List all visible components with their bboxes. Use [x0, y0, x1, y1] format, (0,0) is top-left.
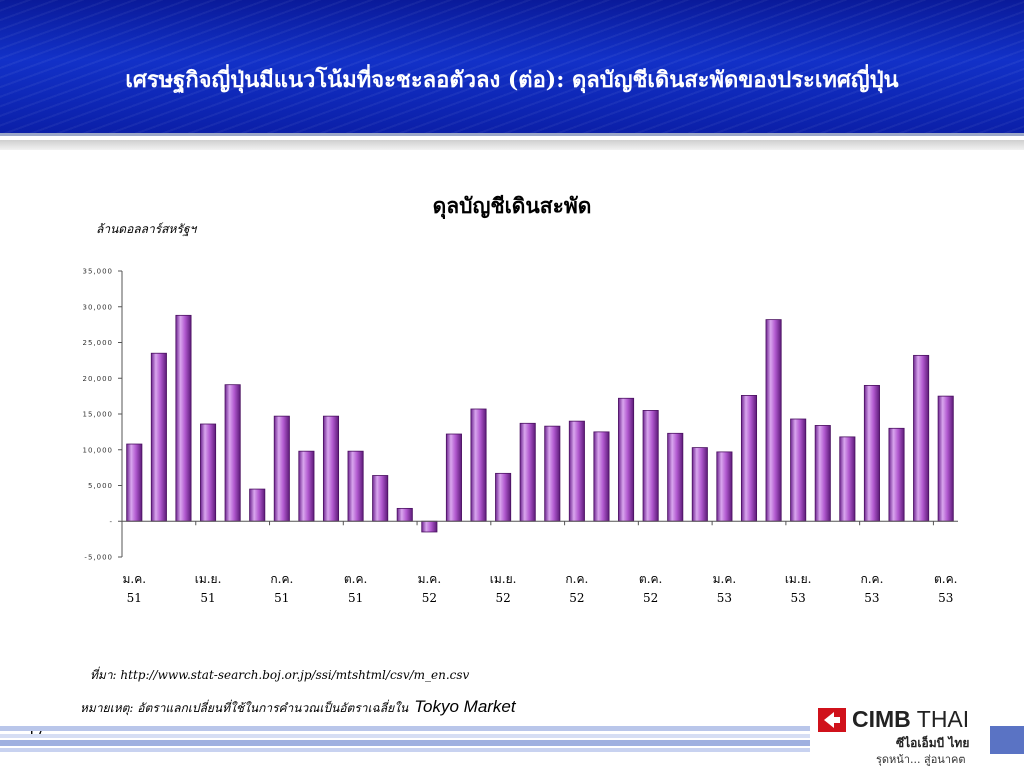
logo-brand-name: CIMB [852, 706, 911, 732]
y-tick-label: 5,000 [88, 482, 113, 490]
bar [888, 427, 905, 522]
header-shadow [0, 140, 1024, 150]
x-tick-label-month: ต.ค. [639, 572, 662, 586]
bar [470, 408, 487, 522]
bar [175, 314, 192, 522]
x-tick-label-year: 52 [495, 591, 510, 605]
chart-title: ดุลบัญชีเดินสะพัด [432, 193, 592, 218]
x-tick-label-month: เม.ย. [785, 572, 812, 586]
x-tick-label-month: ม.ค. [713, 572, 737, 586]
bar [396, 507, 413, 522]
footer-stripe-4 [0, 748, 810, 752]
bar [445, 433, 462, 522]
bar-series [126, 314, 954, 533]
slide-title: เศรษฐกิจญี่ปุ่นมีแนวโน้มที่จะชะลอตัวลง (… [125, 67, 899, 93]
footer-stripe-3 [0, 740, 810, 746]
x-tick-label-year: 52 [422, 591, 437, 605]
x-tick-label-month: ก.ค. [270, 572, 293, 586]
x-tick-label-year: 51 [127, 591, 142, 605]
x-tick-label-year: 51 [348, 591, 363, 605]
bar [937, 395, 954, 522]
footnote-text: หมายเหตุ: อัตราแลกเปลี่ยนที่ใช้ในการคำนว… [80, 701, 409, 715]
bar [618, 397, 635, 522]
x-tick-label-month: ม.ค. [123, 572, 147, 586]
bar [839, 436, 856, 522]
y-tick-label: - [109, 518, 113, 526]
bar [716, 451, 733, 522]
bar [642, 410, 659, 522]
header-texture [0, 0, 1024, 133]
bar [126, 443, 143, 522]
bar [691, 447, 708, 522]
logo-brand: CIMB THAI [852, 706, 969, 733]
x-tick-label-year: 53 [938, 591, 953, 605]
logo-brand-suffix: THAI [916, 706, 970, 732]
header-banner: เศรษฐกิจญี่ปุ่นมีแนวโน้มที่จะชะลอตัวลง (… [0, 0, 1024, 133]
x-axis: ม.ค. 51 เม.ย. 51 ก.ค. 51 ต.ค. 51 ม.ค. 52 เม.ย. 52 ก.… [121, 520, 958, 605]
bar [863, 384, 880, 522]
x-tick-label-month: เม.ย. [195, 572, 222, 586]
bar [249, 488, 266, 522]
y-tick-label: 10,000 [83, 446, 114, 454]
x-tick-label-month: ต.ค. [934, 572, 957, 586]
bar [322, 415, 340, 522]
x-tick-label-month: เม.ย. [490, 572, 517, 586]
cimb-logo-icon [818, 708, 846, 732]
bar [544, 425, 561, 522]
y-tick-label: 30,000 [83, 303, 114, 311]
logo-tagline: รุดหน้า... สู่อนาคต [876, 753, 966, 766]
footer-decoration [0, 726, 810, 754]
y-tick-label: 35,000 [83, 268, 114, 276]
bar [740, 395, 758, 522]
x-tick-label-month: ก.ค. [860, 572, 883, 586]
x-tick-label-month: ก.ค. [565, 572, 588, 586]
x-tick-label-year: 51 [274, 591, 289, 605]
bar [200, 423, 217, 522]
x-tick-label-month: ต.ค. [344, 572, 367, 586]
bar [150, 352, 167, 522]
x-tick-label-year: 53 [791, 591, 806, 605]
footnote: หมายเหตุ: อัตราแลกเปลี่ยนที่ใช้ในการคำนว… [80, 697, 516, 718]
y-tick-label: 20,000 [83, 375, 114, 383]
footer-stripe-2 [0, 734, 810, 738]
bar [347, 450, 364, 522]
x-tick-label-year: 53 [717, 591, 732, 605]
y-tick-label: 15,000 [83, 411, 114, 419]
x-tick-label-year: 52 [643, 591, 658, 605]
y-tick-label: 25,000 [83, 339, 114, 347]
bar [593, 431, 610, 522]
cimb-logo: CIMB THAI ซีไอเอ็มบี ไทย รุดหน้า... สู่อ… [818, 704, 990, 768]
bar [519, 422, 536, 522]
footer-stripe-1 [0, 726, 810, 731]
bar [298, 450, 315, 522]
bar [667, 432, 684, 522]
bar [273, 415, 290, 522]
logo-thai-name: ซีไอเอ็มบี ไทย [896, 736, 970, 750]
x-tick-label-year: 53 [864, 591, 879, 605]
bar [224, 384, 241, 522]
y-tick-label: -5,000 [84, 554, 113, 562]
bar [372, 475, 389, 522]
bar [790, 418, 807, 522]
y-axis-unit-label: ล้านดอลลาร์สหรัฐฯ [96, 222, 197, 236]
bar [568, 420, 585, 522]
header-rule [0, 133, 1024, 136]
x-tick-label-year: 51 [200, 591, 215, 605]
source-note: ที่มา: http://www.stat-search.boj.or.jp/… [90, 668, 470, 682]
footer-side-bar [990, 726, 1024, 754]
y-axis: 35,000 30,000 25,000 20,000 15,000 10,000 5,00… [83, 268, 123, 562]
bar [495, 472, 512, 522]
bar [814, 425, 831, 522]
bar [421, 520, 438, 533]
bar [913, 354, 930, 522]
x-tick-label-month: ม.ค. [418, 572, 442, 586]
bar [765, 319, 782, 522]
footnote-market: Tokyo Market [414, 697, 516, 716]
x-tick-label-year: 52 [569, 591, 584, 605]
